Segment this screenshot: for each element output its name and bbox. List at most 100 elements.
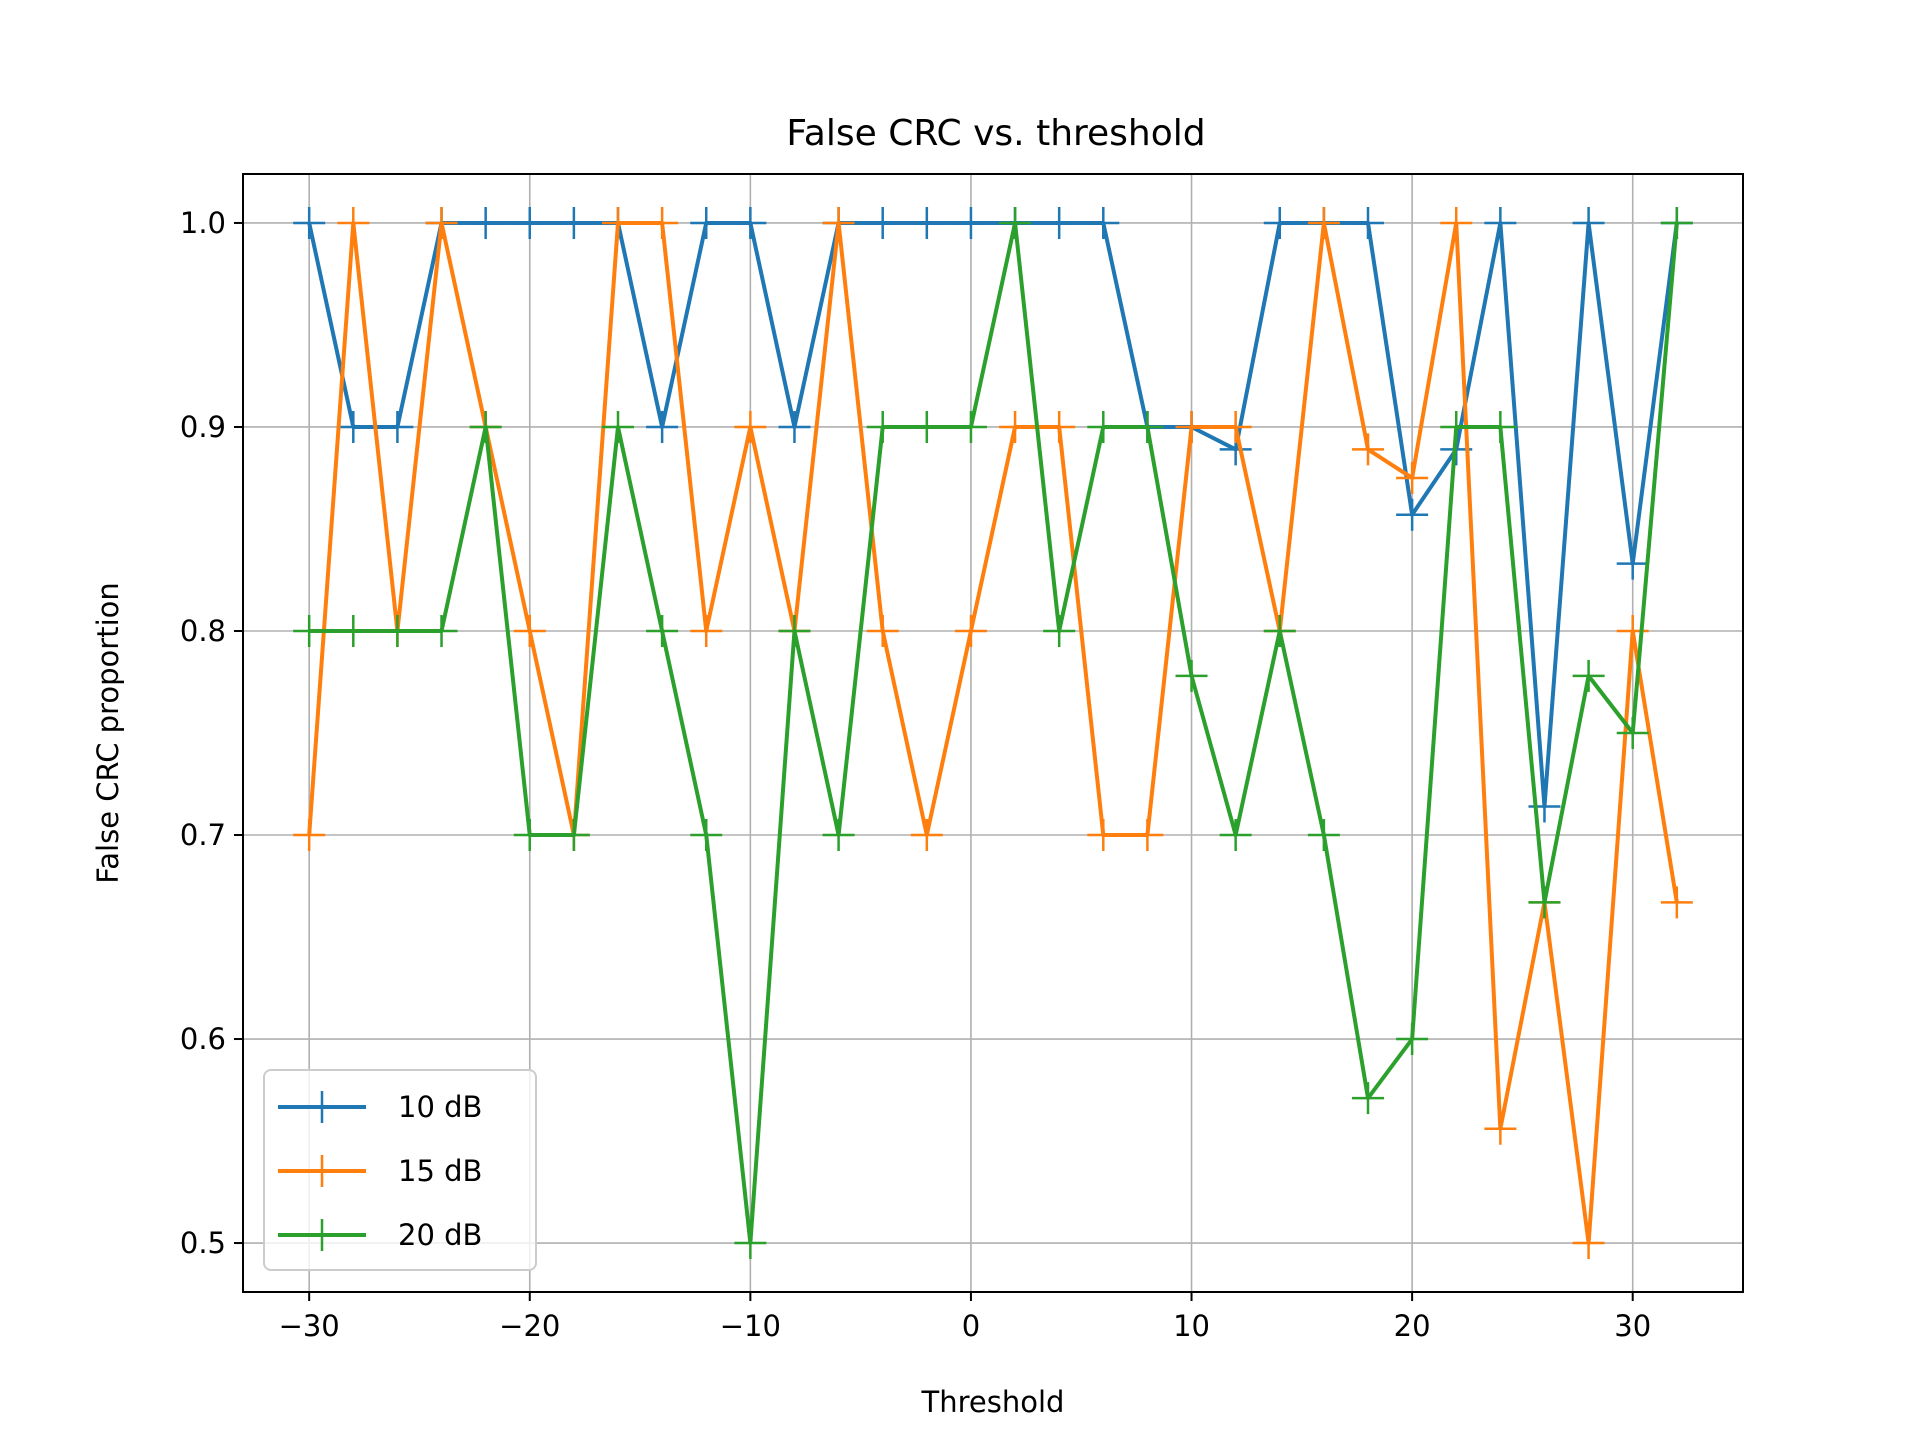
data-point-marker — [866, 614, 899, 647]
data-point-marker — [1440, 206, 1473, 239]
legend-label: 10 dB — [398, 1090, 482, 1124]
data-point-marker — [1660, 886, 1693, 919]
data-point-marker — [469, 410, 502, 443]
x-tick-label: −30 — [279, 1309, 340, 1343]
data-point-marker — [1352, 206, 1384, 239]
data-point-marker — [1572, 206, 1605, 239]
data-point-marker — [513, 206, 546, 239]
data-point-marker — [866, 206, 899, 239]
legend-item-15-db: 15 dB — [278, 1154, 482, 1188]
data-point-marker — [1528, 886, 1561, 919]
legend-label: 20 dB — [398, 1218, 482, 1252]
data-point-marker — [910, 819, 943, 852]
data-point-marker — [1263, 206, 1296, 239]
series-layer — [293, 206, 1693, 1260]
data-point-marker — [734, 206, 767, 239]
series-20-db — [293, 206, 1693, 1260]
x-tick-label: 20 — [1394, 1309, 1431, 1343]
y-tick-label: 1.0 — [180, 206, 226, 240]
data-point-marker — [822, 206, 855, 239]
legend-box — [263, 1069, 537, 1271]
data-point-marker — [1352, 433, 1384, 466]
data-point-marker — [557, 819, 590, 852]
data-point-marker — [1043, 614, 1076, 647]
data-point-marker — [646, 614, 679, 647]
data-point-marker — [1440, 410, 1473, 443]
data-point-marker — [910, 206, 943, 239]
data-point-marker — [954, 410, 987, 443]
y-tick-label: 0.7 — [180, 818, 226, 852]
x-tick-label: −10 — [720, 1309, 781, 1343]
data-point-marker — [734, 1227, 767, 1260]
chart-title: False CRC vs. threshold — [786, 113, 1205, 154]
data-point-marker — [999, 206, 1032, 239]
data-point-marker — [999, 410, 1032, 443]
data-point-marker — [1131, 410, 1164, 443]
data-point-marker — [293, 819, 326, 852]
data-point-marker — [1087, 410, 1120, 443]
x-axis: −30 −20 −10 0 10 20 30 — [279, 1292, 1651, 1343]
data-point-marker — [822, 819, 855, 852]
data-point-marker — [1396, 461, 1429, 494]
data-point-marker — [1307, 206, 1340, 239]
y-tick-label: 0.5 — [180, 1226, 226, 1260]
data-point-marker — [778, 614, 811, 647]
data-point-marker — [557, 206, 590, 239]
plot-area-frame — [242, 173, 1744, 1293]
data-point-marker — [1307, 819, 1340, 852]
data-point-marker — [337, 410, 370, 443]
data-point-marker — [910, 410, 943, 443]
data-point-marker — [425, 206, 458, 239]
data-point-marker — [1484, 1112, 1517, 1145]
data-point-marker — [1484, 410, 1517, 443]
data-point-marker — [469, 206, 502, 239]
data-point-marker — [954, 614, 987, 647]
data-point-marker — [690, 614, 723, 647]
y-axis: 0.5 0.6 0.7 0.8 0.9 1.0 — [180, 206, 243, 1260]
legend-item-20-db: 20 dB — [278, 1218, 482, 1252]
data-point-marker — [1175, 410, 1208, 443]
data-point-marker — [646, 206, 679, 239]
data-point-marker — [1484, 206, 1517, 239]
data-point-marker — [337, 206, 370, 239]
data-point-marker — [602, 410, 634, 443]
x-tick-label: 0 — [962, 1309, 980, 1343]
data-point-marker — [1219, 410, 1252, 443]
legend-marker — [306, 1155, 338, 1187]
data-point-marker — [646, 410, 679, 443]
data-point-marker — [690, 819, 723, 852]
data-point-marker — [690, 206, 723, 239]
data-point-marker — [513, 819, 546, 852]
data-point-marker — [1396, 1023, 1429, 1056]
data-point-marker — [1616, 717, 1649, 749]
data-point-marker — [1263, 614, 1296, 647]
data-point-marker — [734, 410, 767, 443]
x-axis-label: Threshold — [921, 1385, 1065, 1419]
data-point-marker — [1352, 1082, 1384, 1115]
y-tick-label: 0.8 — [180, 614, 226, 648]
data-point-marker — [1219, 819, 1252, 852]
data-point-marker — [1175, 659, 1208, 692]
data-point-marker — [954, 206, 987, 239]
data-point-marker — [1043, 410, 1076, 443]
legend: 10 dB 15 dB 20 dB — [263, 1069, 537, 1271]
series-15-db — [293, 206, 1693, 1260]
x-tick-label: 30 — [1614, 1309, 1651, 1343]
legend-marker — [306, 1219, 338, 1251]
data-point-marker — [866, 410, 899, 443]
y-axis-label: False CRC proportion — [91, 582, 125, 884]
data-point-marker — [778, 410, 811, 443]
legend-marker — [306, 1091, 338, 1123]
y-tick-label: 0.6 — [180, 1022, 226, 1056]
data-point-marker — [425, 614, 458, 647]
legend-label: 15 dB — [398, 1154, 482, 1188]
data-point-marker — [1131, 819, 1164, 852]
data-point-marker — [1572, 1227, 1605, 1260]
data-point-marker — [1396, 498, 1429, 531]
y-tick-label: 0.9 — [180, 410, 226, 444]
data-point-marker — [337, 614, 370, 647]
data-point-marker — [1043, 206, 1076, 239]
x-tick-label: 10 — [1173, 1309, 1210, 1343]
data-point-marker — [381, 410, 414, 443]
